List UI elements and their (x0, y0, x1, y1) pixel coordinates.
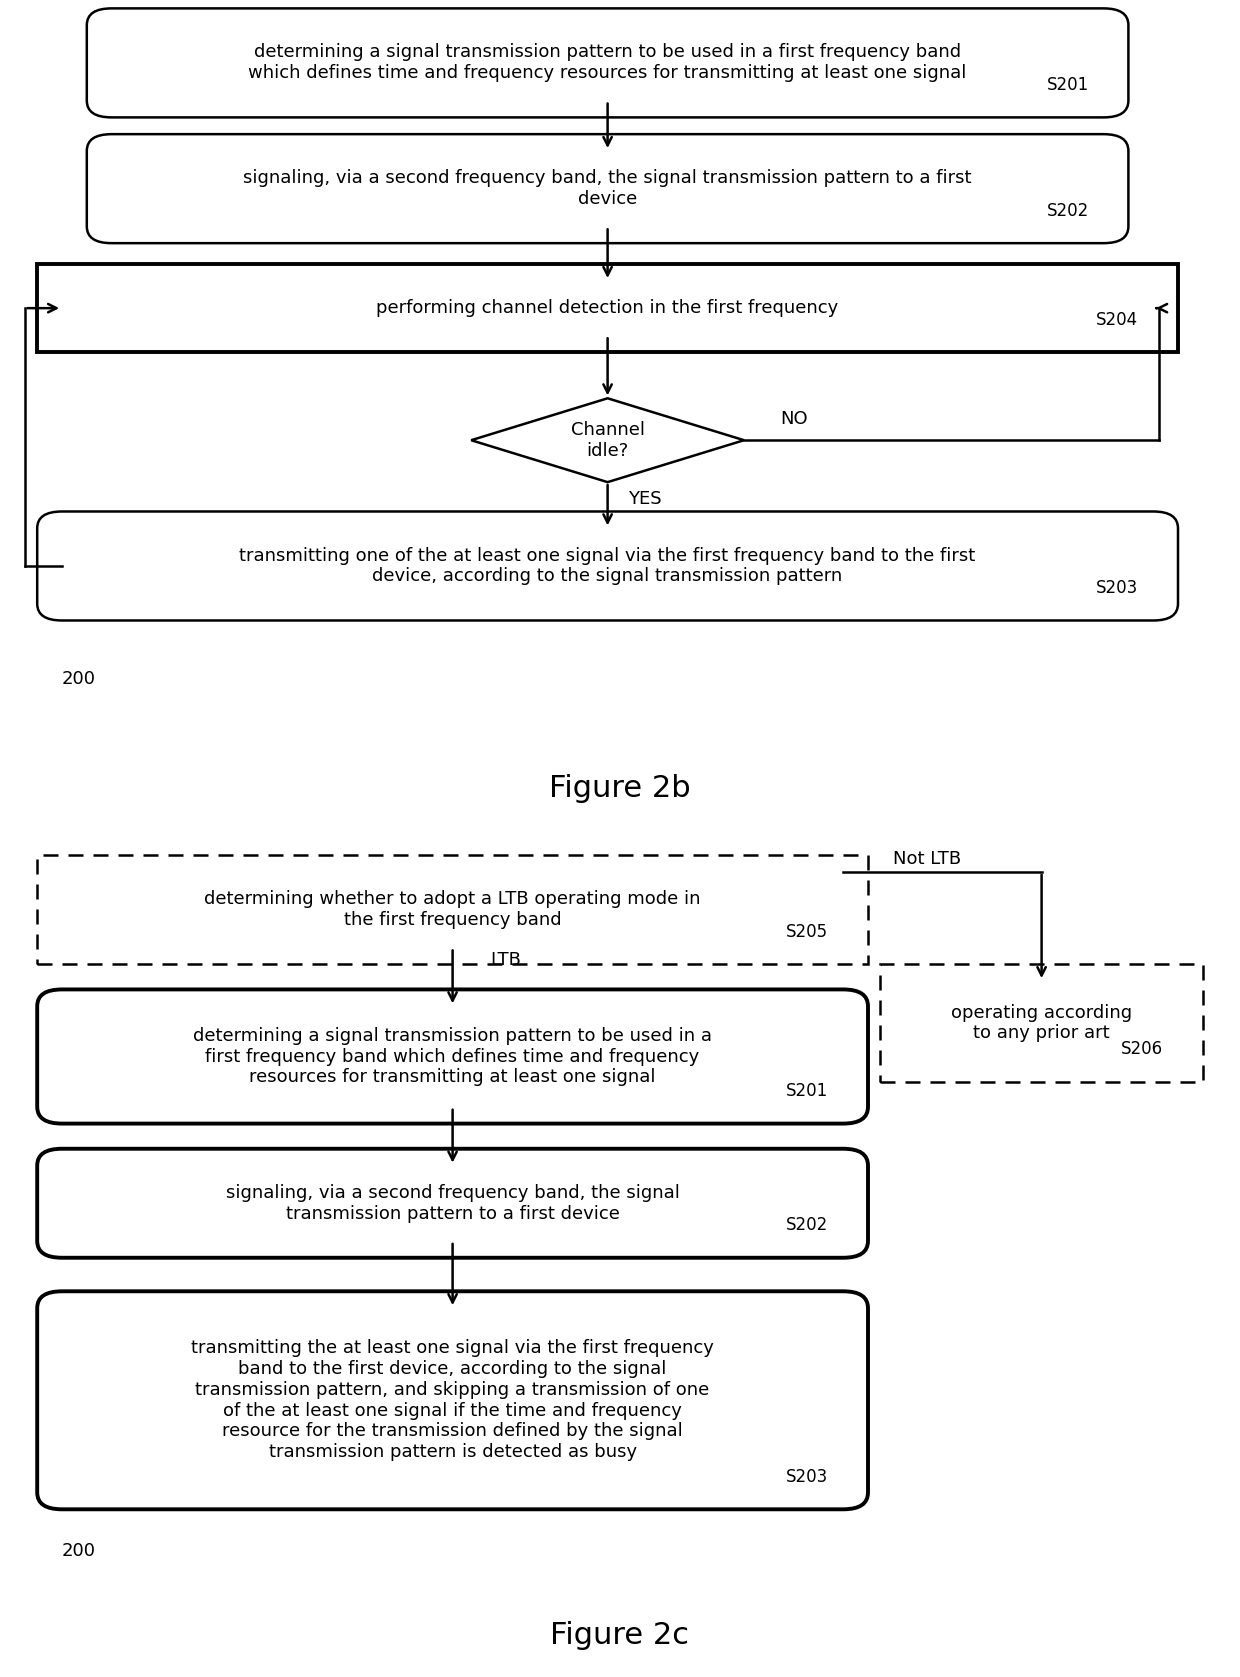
Text: S204: S204 (1096, 310, 1138, 329)
Text: S201: S201 (786, 1082, 828, 1100)
Text: performing channel detection in the first frequency: performing channel detection in the firs… (377, 299, 838, 317)
Text: YES: YES (627, 490, 662, 508)
Text: S206: S206 (1121, 1040, 1163, 1058)
Text: S203: S203 (786, 1467, 828, 1486)
Text: Figure 2c: Figure 2c (551, 1620, 689, 1650)
Text: 200: 200 (62, 1543, 95, 1560)
FancyBboxPatch shape (37, 1291, 868, 1509)
Text: determining a signal transmission pattern to be used in a
first frequency band w: determining a signal transmission patter… (193, 1026, 712, 1087)
Text: S202: S202 (1047, 201, 1089, 220)
Text: S203: S203 (1096, 579, 1138, 597)
Text: Not LTB: Not LTB (893, 850, 961, 869)
Polygon shape (471, 397, 744, 483)
FancyBboxPatch shape (37, 855, 868, 964)
FancyBboxPatch shape (37, 265, 1178, 352)
Text: transmitting the at least one signal via the first frequency
band to the first d: transmitting the at least one signal via… (191, 1340, 714, 1461)
Text: Figure 2b: Figure 2b (549, 773, 691, 803)
Text: S201: S201 (1047, 75, 1089, 94)
FancyBboxPatch shape (87, 134, 1128, 243)
Text: LTB: LTB (490, 951, 521, 969)
FancyBboxPatch shape (37, 1149, 868, 1258)
Text: operating according
to any prior art: operating according to any prior art (951, 1003, 1132, 1043)
Text: determining whether to adopt a LTB operating mode in
the first frequency band: determining whether to adopt a LTB opera… (205, 890, 701, 929)
Text: signaling, via a second frequency band, the signal
transmission pattern to a fir: signaling, via a second frequency band, … (226, 1184, 680, 1223)
FancyBboxPatch shape (880, 964, 1203, 1082)
Text: determining a signal transmission pattern to be used in a first frequency band
w: determining a signal transmission patter… (248, 44, 967, 82)
Text: signaling, via a second frequency band, the signal transmission pattern to a fir: signaling, via a second frequency band, … (243, 169, 972, 208)
Text: S202: S202 (786, 1216, 828, 1234)
Text: NO: NO (780, 411, 807, 428)
Text: S205: S205 (786, 922, 828, 941)
FancyBboxPatch shape (37, 511, 1178, 620)
FancyBboxPatch shape (87, 8, 1128, 117)
Text: 200: 200 (62, 671, 95, 688)
Text: Channel
idle?: Channel idle? (570, 421, 645, 459)
FancyBboxPatch shape (37, 989, 868, 1124)
Text: transmitting one of the at least one signal via the first frequency band to the : transmitting one of the at least one sig… (239, 547, 976, 585)
